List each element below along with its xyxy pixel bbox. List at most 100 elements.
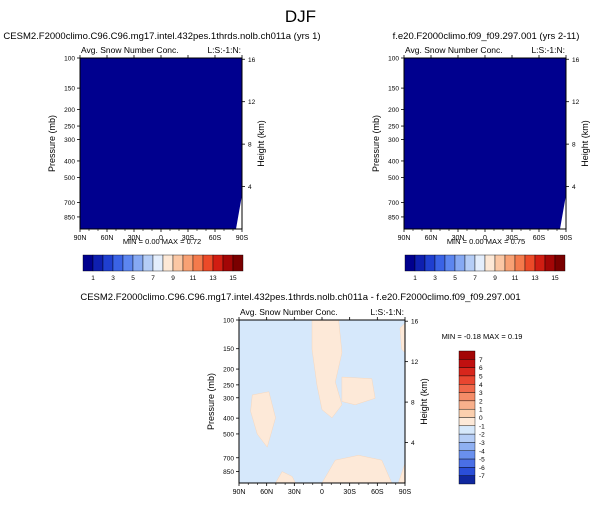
chart-panel-diff: CESM2.F2000climo.C96.C96.mg17.intel.432p… xyxy=(80,292,522,496)
field-fill xyxy=(404,58,566,229)
field-wedge xyxy=(560,195,566,229)
x-tick-label: 30S xyxy=(182,235,195,242)
colorbar-label: 7 xyxy=(473,275,477,282)
x-tick-label: 90S xyxy=(560,235,573,242)
colorbar-label: 7 xyxy=(479,357,483,364)
x-tick-label: 90S xyxy=(236,235,249,242)
y-tick-label: 500 xyxy=(64,175,75,182)
stats-label: MIN = 0.00 MAX = 0.72 xyxy=(123,237,201,246)
x-tick-label: 30N xyxy=(288,489,301,496)
chart-title: CESM2.F2000climo.C96.C96.mg17.intel.432p… xyxy=(3,31,320,42)
x-tick-label: 60N xyxy=(101,235,114,242)
y-tick-label: 300 xyxy=(388,137,399,144)
y-tick-label: 700 xyxy=(223,455,234,462)
colorbar-swatch xyxy=(458,458,476,468)
colorbar-swatch xyxy=(232,254,244,272)
chart-subtitle-right: L:S:-1:N: xyxy=(370,307,404,317)
x-tick-label: 0 xyxy=(483,235,487,242)
y-tick-label: 100 xyxy=(388,56,399,63)
colorbar-label: 11 xyxy=(190,275,197,282)
field-wedge xyxy=(236,195,242,229)
x-tick-label: 0 xyxy=(320,489,324,496)
colorbar-swatch xyxy=(458,467,476,476)
y-tick-label: 400 xyxy=(64,158,75,165)
y-tick-label: 700 xyxy=(388,200,399,207)
colorbar-swatch xyxy=(458,417,476,427)
colorbar-swatch xyxy=(494,254,506,272)
field-positive-patch xyxy=(311,319,343,419)
y-right-tick-label: 12 xyxy=(248,99,256,106)
colorbar-swatch xyxy=(142,254,154,272)
x-tick-label: 30S xyxy=(506,235,519,242)
y-tick-label: 200 xyxy=(64,107,75,114)
colorbar-swatch xyxy=(458,408,476,418)
colorbar-swatch xyxy=(534,254,546,272)
colorbar-label: 13 xyxy=(531,275,539,282)
y-tick-label: 500 xyxy=(388,175,399,182)
colorbar-swatch xyxy=(454,254,466,272)
colorbar-swatch xyxy=(172,254,184,272)
colorbar-swatch xyxy=(458,375,476,385)
x-tick-label: 30S xyxy=(343,489,356,496)
stats-label: MIN = 0.00 MAX = 0.75 xyxy=(447,237,525,246)
colorbar-label: 2 xyxy=(479,398,483,405)
colorbar-label: 7 xyxy=(151,275,155,282)
y-tick-label: 100 xyxy=(64,56,75,63)
chart-panel-b: f.e20.F2000climo.f09_f09.297.001 (yrs 2-… xyxy=(371,31,590,282)
colorbar-swatch xyxy=(458,425,476,435)
chart-subtitle-left: Avg. Snow Number Conc. xyxy=(240,307,338,317)
colorbar-label: 3 xyxy=(479,390,483,397)
colorbar-swatch xyxy=(202,254,214,272)
colorbar-swatch xyxy=(444,254,456,272)
colorbar-label: 5 xyxy=(453,275,457,282)
colorbar-label: 4 xyxy=(479,382,483,389)
colorbar-swatch xyxy=(524,254,536,272)
colorbar-label: 9 xyxy=(171,275,175,282)
chart-subtitle-left: Avg. Snow Number Conc. xyxy=(405,45,503,55)
y-tick-label: 100 xyxy=(223,318,234,325)
colorbar-label: -1 xyxy=(479,423,485,430)
colorbar-swatch xyxy=(424,254,436,272)
chart-title: f.e20.F2000climo.f09_f09.297.001 (yrs 2-… xyxy=(393,31,580,42)
y-tick-label: 250 xyxy=(64,124,75,131)
colorbar-swatch xyxy=(434,254,446,272)
chart-subtitle-right: L:S:-1:N: xyxy=(531,45,565,55)
y-axis-label: Pressure (mb) xyxy=(206,373,216,430)
y-right-tick-label: 8 xyxy=(248,142,252,149)
y-tick-label: 150 xyxy=(388,86,399,93)
colorbar-swatch xyxy=(458,450,476,460)
colorbar-swatch xyxy=(92,254,104,272)
colorbar-swatch xyxy=(162,254,174,272)
x-tick-label: 90N xyxy=(398,235,411,242)
y-axis-label: Pressure (mb) xyxy=(47,115,57,172)
colorbar-label: 13 xyxy=(209,275,217,282)
colorbar-label: -3 xyxy=(479,440,485,447)
field-fill xyxy=(80,58,242,229)
y-tick-label: 850 xyxy=(64,214,75,221)
y-right-tick-label: 4 xyxy=(411,440,415,447)
colorbar-label: 15 xyxy=(551,275,559,282)
y-right-axis-label: Height (km) xyxy=(256,120,266,167)
colorbar-swatch xyxy=(514,254,526,272)
y-axis-label: Pressure (mb) xyxy=(371,115,381,172)
colorbar-swatch xyxy=(458,433,476,443)
colorbar-label: -5 xyxy=(479,457,485,464)
x-tick-label: 0 xyxy=(159,235,163,242)
x-tick-label: 60S xyxy=(533,235,546,242)
colorbar-swatch xyxy=(192,254,204,272)
colorbar-swatch xyxy=(182,254,194,272)
colorbar-swatch xyxy=(212,254,224,272)
x-tick-label: 90N xyxy=(74,235,87,242)
colorbar-label: 15 xyxy=(229,275,237,282)
chart-subtitle-right: L:S:-1:N: xyxy=(207,45,241,55)
page-title: DJF xyxy=(285,7,316,26)
y-right-tick-label: 8 xyxy=(572,142,576,149)
colorbar-swatch xyxy=(544,254,556,272)
colorbar-swatch xyxy=(132,254,144,272)
colorbar-swatch xyxy=(414,254,426,272)
y-right-axis-label: Height (km) xyxy=(419,378,429,425)
colorbar-swatch xyxy=(464,254,476,272)
chart-panel-a: CESM2.F2000climo.C96.C96.mg17.intel.432p… xyxy=(3,31,320,282)
colorbar-label: 11 xyxy=(512,275,519,282)
